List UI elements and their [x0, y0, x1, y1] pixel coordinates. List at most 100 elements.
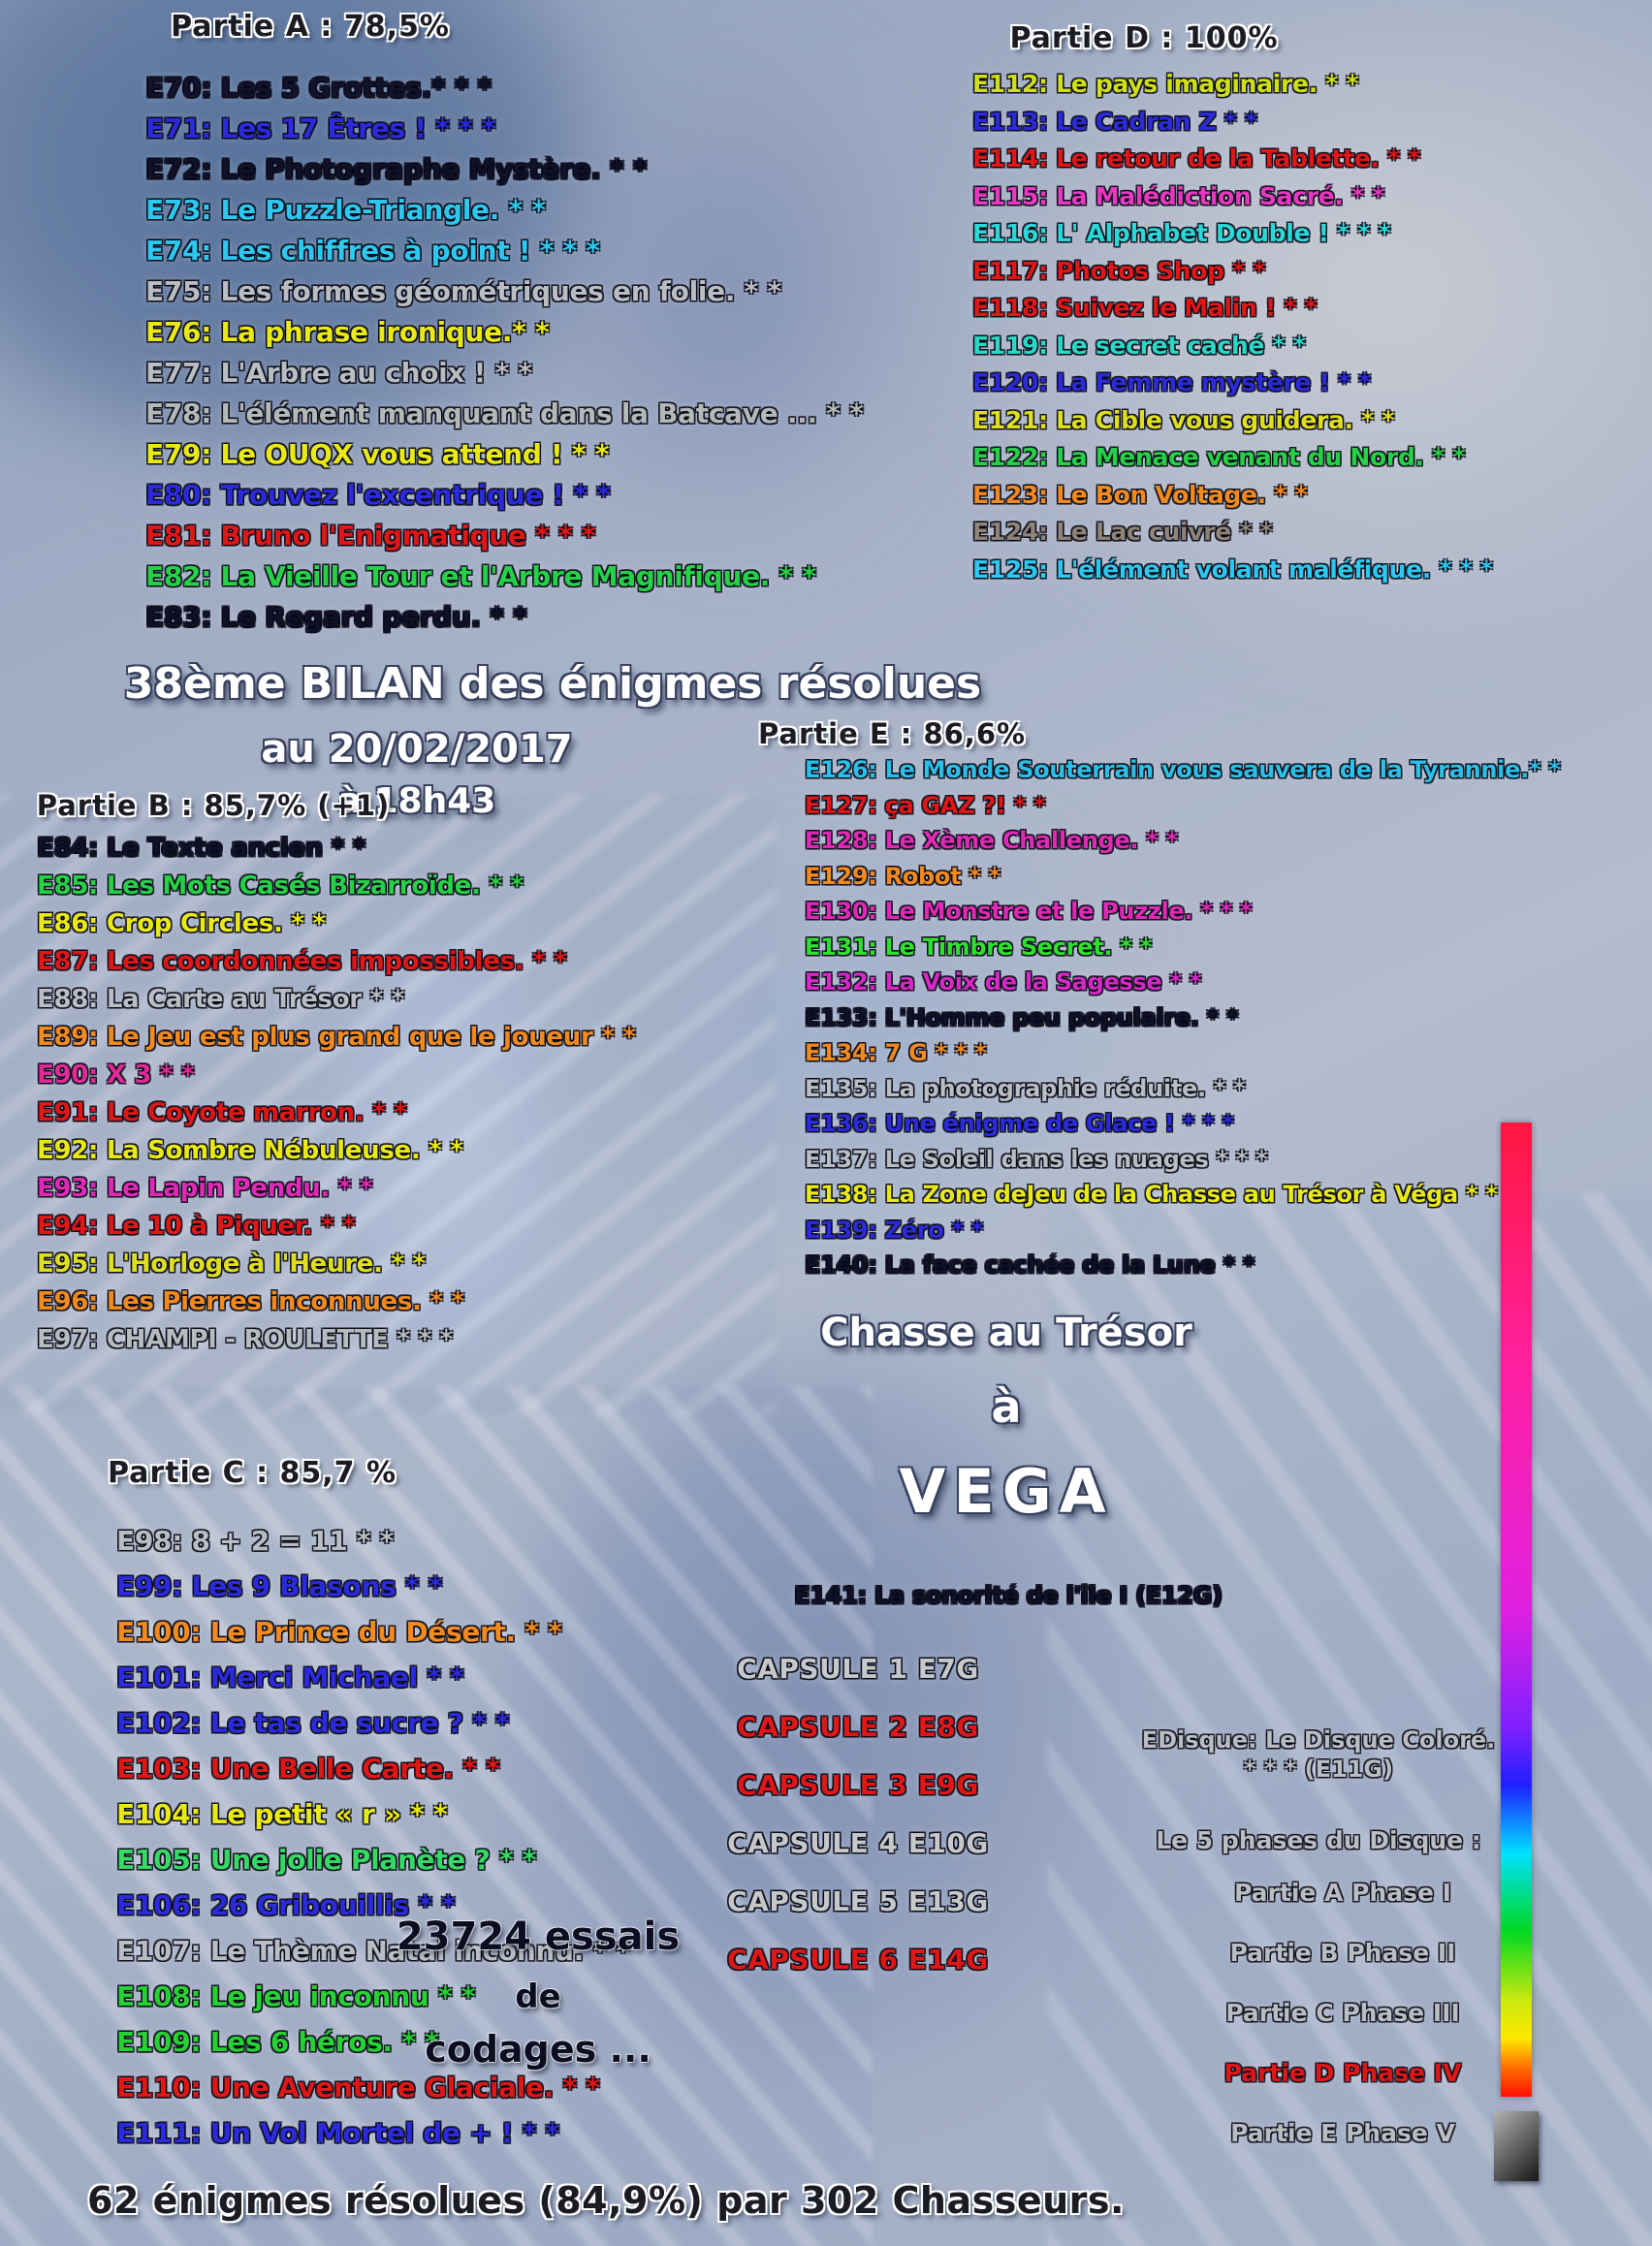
list-item: E71: Les 17 Êtres ! * * *	[145, 112, 496, 144]
list-item: E118: Suivez le Malin ! * *	[972, 294, 1318, 322]
list-item: E117: Photos Shop * *	[972, 256, 1266, 285]
list-item: E136: Une énigme de Glace ! * * *	[805, 1110, 1234, 1137]
list-item: E98: 8 + 2 = 11 * *	[116, 1525, 394, 1557]
capsule-item: CAPSULE 4 E10G	[727, 1827, 989, 1859]
list-item: E104: Le petit « r » * *	[116, 1798, 448, 1830]
list-item: E129: Robot * *	[805, 862, 1001, 890]
partie-a-list: E70: Les 5 Grottes.* * * E71: Les 17 Être…	[145, 68, 864, 638]
list-item: E138: La Zone deJeu de la Chasse au Trés…	[805, 1181, 1498, 1208]
list-item: E126: Le Monde Souterrain vous sauvera d…	[805, 756, 1561, 783]
list-item: E82: La Vieille Tour et l'Arbre Magnifiq…	[145, 560, 816, 592]
list-item: E139: Zéro * *	[805, 1216, 984, 1244]
capsule-item: CAPSULE 5 E13G	[727, 1885, 989, 1917]
capsule-item: CAPSULE 1 E7G	[737, 1653, 979, 1685]
capsule-item: CAPSULE 2 E8G	[737, 1711, 979, 1743]
partie-c-list: E98: 8 + 2 = 11 * * E99: Les 9 Blasons * …	[116, 1518, 630, 2156]
phase-item: Partie D Phase IV	[1223, 2059, 1462, 2087]
list-item: E97: CHAMPI - ROULETTE * * *	[37, 1325, 453, 1354]
list-item: E99: Les 9 Blasons * *	[116, 1570, 443, 1602]
list-item: E87: Les coordonnées impossibles. * *	[37, 947, 567, 976]
list-item: E130: Le Monstre et le Puzzle. * * *	[805, 898, 1253, 925]
list-item: E131: Le Timbre Secret. * *	[805, 933, 1152, 961]
list-item: E85: Les Mots Casés Bizarroïde. * *	[37, 871, 524, 901]
capsule-list: CAPSULE 1 E7G CAPSULE 2 E8G CAPSULE 3 E9G C…	[669, 1640, 1047, 1989]
list-item: E125: L'élément volant maléfique. * * *	[972, 554, 1493, 584]
list-item: E141: La sonorité de l'île I (E12G)	[794, 1582, 1223, 1609]
list-item: E83: Le Regard perdu. * *	[145, 601, 527, 633]
main-title-time: à 18h43	[337, 781, 496, 821]
edisque-line2: * * * (E11G)	[1243, 1756, 1394, 1783]
list-item: E116: L' Alphabet Double ! * * *	[972, 219, 1391, 247]
chasse-vega: VEGA	[899, 1456, 1114, 1527]
essais-count: 23724 essais	[396, 1914, 681, 1959]
list-item: E75: Les formes géométriques en folie. *…	[145, 275, 781, 307]
list-item: E81: Bruno l'Enigmatique * * *	[145, 520, 596, 552]
list-item: E110: Une Aventure Glaciale. * *	[116, 2072, 600, 2104]
list-item: E96: Les Pierres inconnues. * *	[37, 1287, 464, 1316]
list-item: E108: Le jeu inconnu * *	[116, 1980, 476, 2012]
list-item: E140: La face cachée de la Lune * *	[805, 1251, 1255, 1279]
partie-d-list: E112: Le pays imaginaire. * * E113: Le Ca…	[972, 66, 1493, 588]
main-title: 38ème BILAN des énigmes résolues	[123, 659, 982, 709]
list-item: E94: Le 10 à Piquer. * *	[37, 1212, 356, 1241]
list-item: E89: Le Jeu est plus grand que le joueur…	[37, 1023, 636, 1052]
list-item: E103: Une Belle Carte. * *	[116, 1753, 500, 1785]
list-item: E109: Les 6 héros. * *	[116, 2026, 439, 2058]
list-item: E115: La Malédiction Sacré. * *	[972, 181, 1384, 210]
rainbow-color-bar	[1501, 1123, 1532, 2097]
list-item: E76: La phrase ironique.* *	[145, 316, 550, 348]
list-item: E102: Le tas de sucre ? * *	[116, 1707, 510, 1739]
footer-summary: 62 énigmes résolues (84,9%) par 302 Chas…	[87, 2179, 1125, 2222]
list-item: E90: X 3 * *	[37, 1060, 195, 1090]
list-item: E111: Un Vol Mortel de + ! * *	[116, 2117, 559, 2149]
partie-a-header: Partie A : 78,5%	[171, 10, 450, 44]
list-item: E79: Le OUQX vous attend ! * *	[145, 438, 610, 470]
list-item: E122: La Menace venant du Nord. * *	[972, 443, 1466, 471]
list-item: E137: Le Soleil dans les nuages * * *	[805, 1145, 1268, 1173]
list-item: E113: Le Cadran Z * *	[972, 107, 1257, 136]
list-item: E80: Trouvez l'excentrique ! * *	[145, 479, 611, 511]
list-item: E127: ça GAZ ?! * *	[805, 791, 1046, 819]
list-item: E86: Crop Circles. * *	[37, 909, 326, 938]
partie-d-header: Partie D : 100%	[1009, 21, 1279, 55]
phase-item: Partie E Phase V	[1230, 2119, 1455, 2147]
chasse-title: Chasse au Trésor	[820, 1311, 1192, 1355]
e141-item: E141: La sonorité de l'île I (E12G)	[766, 1582, 1251, 1609]
phases-title: Le 5 phases du Disque :	[1156, 1826, 1481, 1854]
list-item: E121: La Cible vous guidera. * *	[972, 405, 1395, 434]
list-item: E120: La Femme mystère ! * *	[972, 368, 1371, 396]
list-item: E100: Le Prince du Désert. * *	[116, 1616, 562, 1648]
list-item: E70: Les 5 Grottes.* * *	[145, 72, 492, 104]
list-item: E133: L'Homme peu populaire. * *	[805, 1003, 1239, 1031]
list-item: E132: La Voix de la Sagesse * *	[805, 968, 1201, 996]
partie-c-header: Partie C : 85,7 %	[107, 1456, 397, 1490]
phase-item: Partie B Phase II	[1229, 1939, 1456, 1967]
list-item: E88: La Carte au Trésor * *	[37, 985, 404, 1014]
list-item: E101: Merci Michael * *	[116, 1661, 464, 1693]
list-item: E95: L'Horloge à l'Heure. * *	[37, 1250, 426, 1279]
list-item: E134: 7 G * * *	[805, 1039, 987, 1066]
partie-e-header: Partie E : 86,6%	[757, 717, 1027, 750]
list-item: E106: 26 Gribouillis * *	[116, 1889, 456, 1921]
list-item: E107: Le Thème Natal inconnu. * *	[116, 1935, 630, 1967]
list-item: E78: L'élément manquant dans la Batcave …	[145, 397, 864, 429]
list-item: E114: Le retour de la Tablette. * *	[972, 144, 1421, 173]
list-item: E105: Une jolie Planète ? * *	[116, 1844, 537, 1876]
capsule-item: CAPSULE 3 E9G	[737, 1769, 979, 1801]
list-item: E112: Le pays imaginaire. * *	[972, 70, 1359, 98]
list-item: E124: Le Lac cuivré * *	[972, 518, 1273, 546]
partie-e-list: E126: Le Monde Souterrain vous sauvera d…	[805, 752, 1561, 1283]
partie-b-list: E84: Le Texte ancien * * E85: Les Mots Ca…	[37, 830, 636, 1359]
list-item: E73: Le Puzzle-Triangle. * *	[145, 194, 546, 226]
phase-item: Partie C Phase III	[1225, 1999, 1460, 2027]
edisque-line1: EDisque: Le Disque Coloré.	[1141, 1726, 1496, 1754]
essais-de: de	[515, 1977, 561, 2016]
list-item: E72: Le Photographe Mystère. * *	[145, 153, 648, 185]
essais-codages: codages ...	[425, 2028, 651, 2071]
main-title-date: au 20/02/2017	[261, 727, 573, 772]
partie-b-header: Partie B : 85,7% (+1)	[36, 789, 391, 822]
edisque-title: EDisque: Le Disque Coloré. * * * (E11G)	[1115, 1725, 1522, 1784]
list-item: E119: Le secret caché * *	[972, 331, 1306, 360]
list-item: E93: Le Lapin Pendu. * *	[37, 1174, 373, 1203]
